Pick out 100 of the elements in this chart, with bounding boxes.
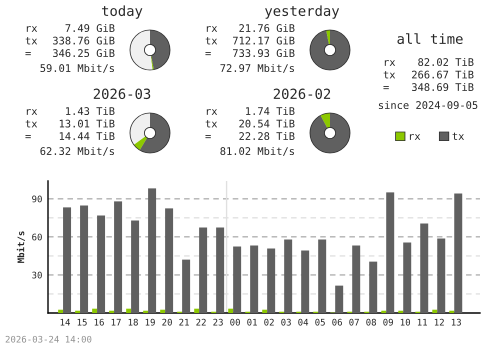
x-tick-label: 23 — [213, 318, 223, 326]
legend-label: tx — [452, 132, 464, 140]
bar — [369, 262, 378, 313]
bar — [432, 310, 438, 313]
text: rx — [26, 109, 38, 115]
bar — [114, 201, 122, 313]
x-tick-label: 16 — [94, 318, 104, 326]
x-tick-label: 07 — [349, 318, 359, 326]
y-tick-label: 60 — [32, 234, 42, 240]
bar — [403, 242, 412, 313]
chart-title: 2026-02 — [274, 88, 330, 100]
bar — [97, 216, 106, 313]
text: 1.43 TiB — [66, 106, 115, 116]
text: 81.02 Mbit/s — [220, 146, 294, 156]
text: tx — [26, 120, 38, 128]
bar — [80, 205, 88, 313]
text: 62.32 Mbit/s — [40, 146, 114, 156]
text: since 2024-09-05 — [378, 100, 478, 110]
bar — [301, 250, 310, 313]
donut-slice — [134, 136, 148, 150]
chart-title: 2026-03 — [94, 88, 150, 100]
x-tick-label: 15 — [78, 318, 87, 326]
x-tick-label: 14 — [60, 318, 70, 326]
bar — [182, 260, 190, 313]
text: = — [205, 135, 211, 138]
text: 712.17 GiB — [232, 36, 295, 45]
bar — [165, 208, 174, 313]
x-tick-label: 03 — [281, 318, 291, 326]
text: 338.76 GiB — [52, 36, 115, 45]
x-tick-label: 22 — [196, 318, 206, 326]
donut-slice — [320, 113, 330, 128]
x-tick-label: 01 — [247, 318, 257, 326]
legend-label: rx — [410, 134, 420, 140]
y-axis-title: Mbit/s — [16, 231, 25, 263]
x-tick-label: 02 — [264, 318, 274, 326]
text: 59.01 Mbit/s — [40, 64, 114, 73]
x-tick-label: 17 — [112, 318, 121, 326]
text: 14.44 TiB — [60, 132, 115, 140]
text: 72.97 Mbit/s — [220, 64, 294, 73]
x-tick-label: 20 — [162, 318, 172, 326]
text: 13.01 TiB — [60, 119, 115, 128]
bar — [228, 308, 234, 313]
bar — [318, 240, 326, 313]
x-tick-label: 12 — [434, 318, 444, 326]
text: 348.69 TiB — [412, 82, 474, 92]
text: 21.76 GiB — [239, 24, 295, 32]
text: 266.67 TiB — [412, 70, 474, 79]
bar — [284, 240, 292, 313]
text: = — [25, 135, 31, 138]
chart-title: today — [102, 5, 142, 19]
x-tick-label: 05 — [315, 318, 325, 326]
text: 1.74 TiB — [246, 106, 295, 115]
bar — [335, 286, 344, 313]
x-tick-label: 10 — [400, 318, 410, 326]
text: rx — [26, 26, 38, 32]
x-tick-label: 21 — [179, 318, 189, 326]
text: = — [205, 52, 211, 56]
text: rx — [384, 60, 396, 66]
bar — [160, 310, 166, 313]
text: 346.25 GiB — [52, 48, 115, 58]
bar — [454, 193, 462, 313]
x-tick-label: 04 — [298, 318, 308, 326]
bar — [352, 245, 360, 313]
text: tx — [206, 120, 218, 128]
y-tick-label: 30 — [32, 272, 42, 279]
donut-slice — [140, 113, 170, 153]
x-tick-label: 08 — [366, 318, 376, 326]
bar — [262, 310, 268, 313]
text: 733.93 GiB — [232, 48, 295, 58]
text: rx — [206, 26, 218, 32]
text: tx — [384, 71, 396, 78]
bar — [420, 224, 428, 313]
text: 2026-03-24 14:00 — [6, 336, 92, 343]
x-tick-label: 11 — [418, 318, 427, 326]
x-tick-label: 18 — [128, 318, 138, 326]
bar — [267, 248, 276, 313]
text: tx — [26, 37, 38, 44]
x-tick-label: 00 — [230, 318, 240, 326]
bar — [199, 227, 208, 313]
bar — [250, 245, 258, 313]
bar — [194, 308, 200, 313]
bar — [233, 246, 242, 313]
bar — [92, 308, 98, 313]
bar — [126, 308, 132, 313]
text: 82.02 TiB — [418, 58, 474, 66]
x-tick-label: 13 — [452, 318, 461, 326]
donut-slice — [326, 30, 330, 44]
text: = — [25, 52, 31, 56]
text: rx — [206, 109, 218, 115]
text: 7.49 GiB — [66, 24, 115, 32]
text: = — [383, 86, 389, 90]
text: tx — [206, 37, 218, 44]
bar — [131, 220, 140, 313]
x-tick-label: 19 — [146, 318, 155, 326]
bar — [63, 207, 72, 313]
x-tick-label: 09 — [383, 318, 393, 326]
bar — [58, 310, 64, 313]
x-tick-label: 06 — [332, 318, 342, 326]
bar — [216, 227, 224, 313]
bar — [437, 238, 446, 313]
